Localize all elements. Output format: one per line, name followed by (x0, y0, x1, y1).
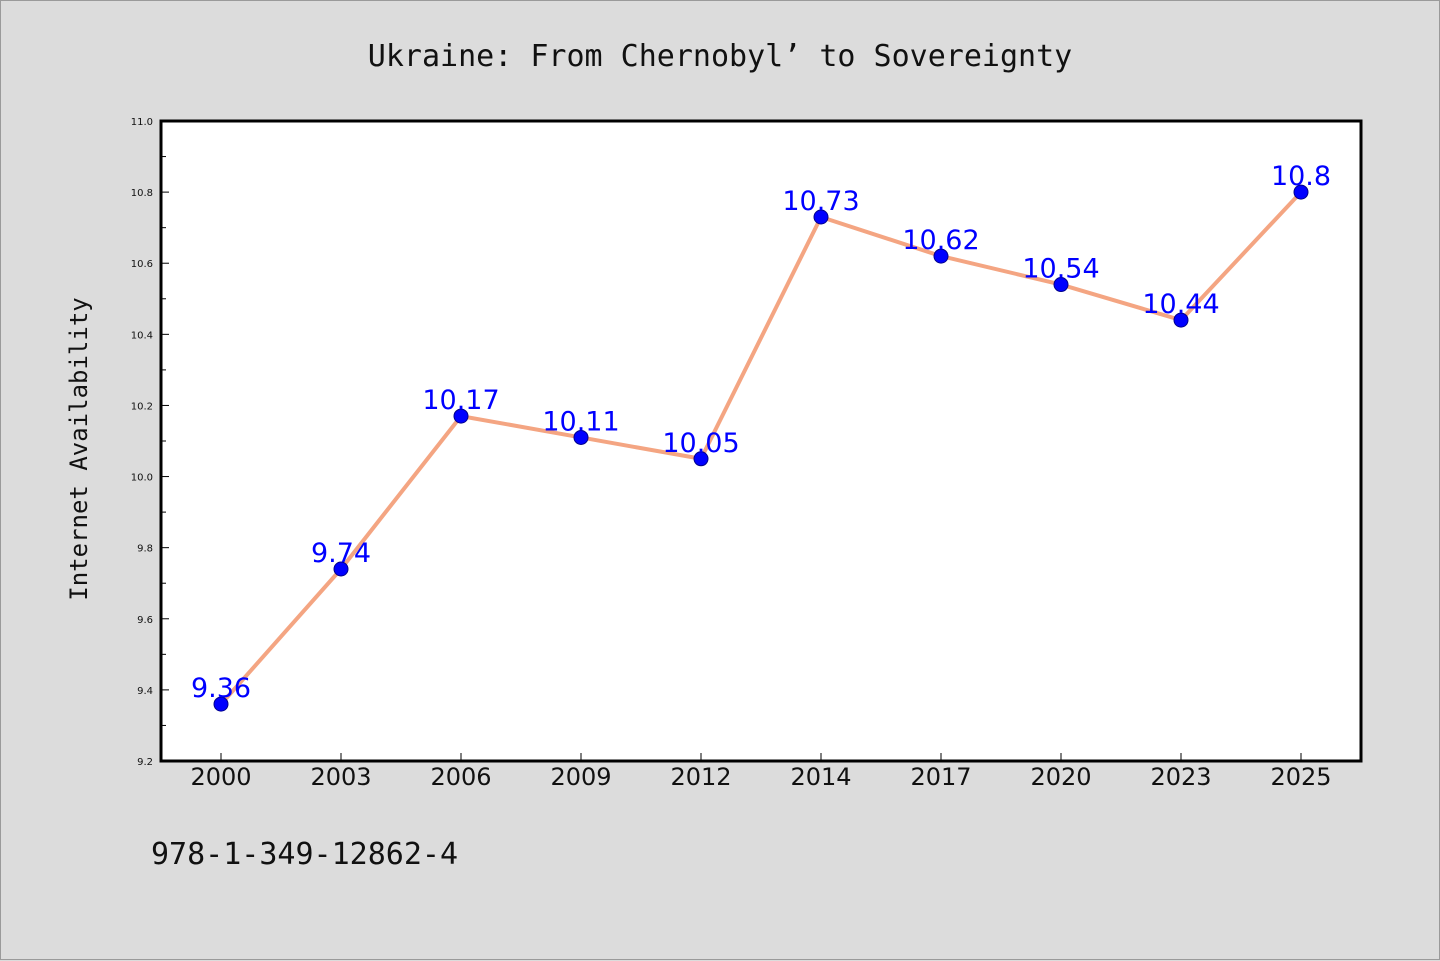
x-tick-label: 2020 (1030, 763, 1091, 791)
x-tick-label: 2014 (790, 763, 851, 791)
data-point (1293, 184, 1309, 200)
data-label: 10.44 (1142, 289, 1219, 320)
data-point (1173, 312, 1189, 328)
data-point (1053, 277, 1069, 293)
data-point (813, 209, 829, 225)
data-point (213, 696, 229, 712)
y-tick-label: 10.6 (131, 259, 153, 270)
y-tick-label: 10.8 (131, 188, 153, 199)
isbn-text: 978-1-349-12862-4 (151, 837, 459, 872)
x-tick-label: 2023 (1150, 763, 1211, 791)
data-point (333, 561, 349, 577)
data-point (453, 408, 469, 424)
data-label: 10.8 (1271, 161, 1331, 192)
data-label: 10.54 (1022, 254, 1099, 285)
x-tick-label: 2012 (670, 763, 731, 791)
y-tick-label: 9.8 (137, 544, 153, 555)
y-tick-label: 10.4 (131, 330, 153, 341)
y-tick-label: 11.0 (131, 117, 153, 128)
data-label: 10.17 (422, 385, 499, 416)
x-tick-label: 2000 (190, 763, 251, 791)
x-tick-label: 2003 (310, 763, 371, 791)
x-tick-label: 2006 (430, 763, 491, 791)
y-tick-label: 9.4 (137, 686, 153, 697)
plot-area (159, 119, 1363, 763)
data-point (573, 429, 589, 445)
y-tick-label: 9.6 (137, 615, 153, 626)
data-point (933, 248, 949, 264)
y-tick-label: 9.2 (137, 757, 153, 768)
data-label: 10.62 (902, 225, 979, 256)
chart-title: Ukraine: From Chernobyl’ to Sovereignty (367, 39, 1073, 74)
x-tick-label: 2009 (550, 763, 611, 791)
data-label: 10.11 (542, 406, 619, 437)
data-label: 9.36 (191, 673, 251, 704)
data-label: 10.73 (782, 186, 859, 217)
data-label: 10.05 (662, 428, 739, 459)
x-tick-label: 2025 (1270, 763, 1331, 791)
y-tick-label: 10.0 (131, 473, 153, 484)
data-point (693, 451, 709, 467)
series-line (219, 190, 1303, 706)
y-tick-label: 10.2 (131, 401, 153, 412)
x-tick-label: 2017 (910, 763, 971, 791)
data-label: 9.74 (311, 538, 371, 569)
